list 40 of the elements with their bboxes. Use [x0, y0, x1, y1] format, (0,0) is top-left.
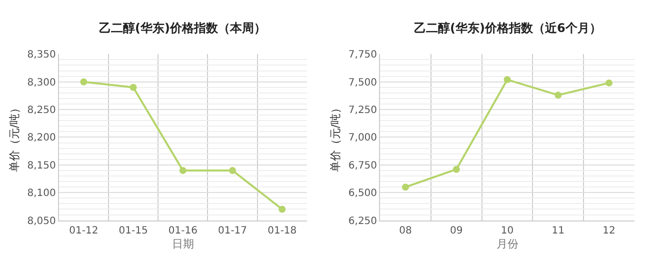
point — [278, 206, 286, 213]
point — [130, 84, 137, 91]
x-tick-label: 12 — [602, 225, 616, 236]
point — [452, 166, 460, 173]
point — [402, 184, 409, 191]
x-axis-title: 日期 — [172, 238, 194, 251]
y-tick-label: 7,500 — [348, 77, 378, 88]
x-tick-label: 01-17 — [218, 225, 248, 236]
x-tick-label: 08 — [399, 225, 412, 236]
x-tick-label: 10 — [500, 225, 514, 236]
y-tick-label: 8,200 — [27, 132, 56, 144]
y-tick-label: 8,150 — [27, 160, 56, 172]
x-tick-label: 09 — [450, 225, 463, 236]
y-tick-label: 6,250 — [348, 216, 378, 227]
y-axis-title: 单价（元/吨） — [329, 102, 342, 172]
y-tick-label: 7,750 — [348, 50, 378, 61]
y-tick-label: 7,000 — [348, 132, 378, 144]
point — [80, 78, 88, 86]
point — [554, 92, 562, 99]
y-tick-label: 6,500 — [348, 188, 378, 200]
y-tick-label: 7,250 — [348, 105, 378, 116]
y-tick-label: 8,100 — [27, 188, 56, 200]
y-tick-label: 6,750 — [348, 160, 378, 172]
y-tick-label: 8,050 — [27, 216, 56, 227]
point — [179, 166, 186, 174]
x-axis-title: 月份 — [496, 238, 518, 251]
chart-title: 乙二醇(华东)价格指数（近6个月） — [414, 21, 602, 35]
point — [606, 79, 613, 86]
point — [229, 166, 236, 174]
y-tick-label: 8,350 — [27, 50, 56, 61]
chart-title: 乙二醇(华东)价格指数（本周） — [99, 21, 266, 35]
point — [504, 76, 511, 84]
x-tick-label: 01-16 — [168, 225, 198, 236]
y-tick-label: 8,300 — [27, 77, 56, 88]
y-axis-title: 单价（元/吨） — [8, 102, 21, 172]
x-tick-label: 01-18 — [268, 225, 297, 236]
y-tick-label: 8,250 — [27, 105, 56, 116]
x-tick-label: 01-15 — [118, 225, 148, 236]
x-tick-label: 11 — [552, 225, 565, 236]
x-tick-label: 01-12 — [69, 225, 98, 236]
